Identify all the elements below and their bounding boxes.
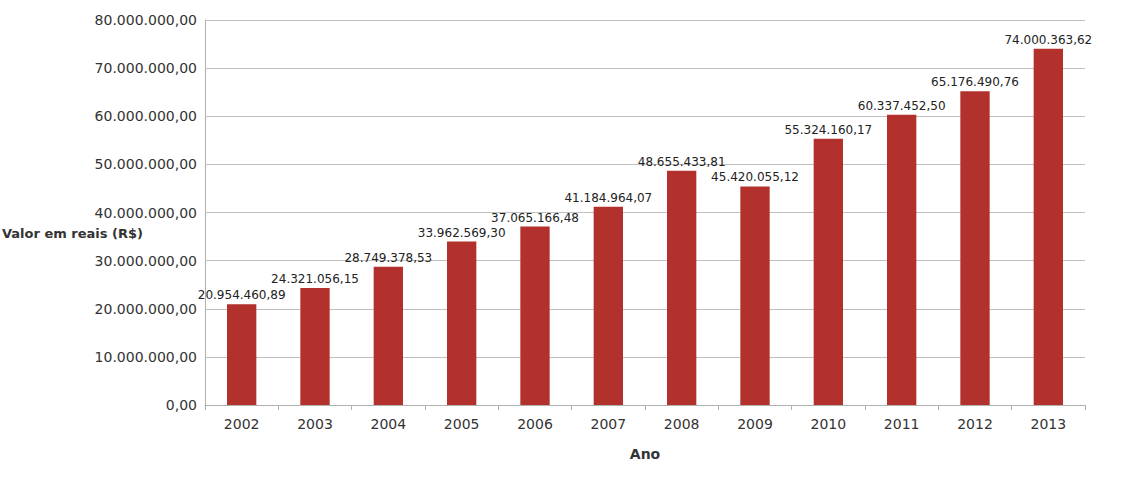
svg-text:41.184.964,07: 41.184.964,07 [564, 191, 652, 205]
svg-text:2013: 2013 [1031, 416, 1067, 432]
svg-text:24.321.056,15: 24.321.056,15 [271, 272, 359, 286]
svg-text:2004: 2004 [371, 416, 407, 432]
svg-text:2002: 2002 [224, 416, 260, 432]
svg-text:48.655.433,81: 48.655.433,81 [638, 155, 726, 169]
svg-text:55.324.160,17: 55.324.160,17 [784, 123, 872, 137]
svg-text:10.000.000,00: 10.000.000,00 [95, 349, 197, 365]
svg-text:70.000.000,00: 70.000.000,00 [95, 60, 197, 76]
svg-text:45.420.055,12: 45.420.055,12 [711, 170, 799, 184]
svg-text:2006: 2006 [517, 416, 553, 432]
svg-text:2010: 2010 [811, 416, 847, 432]
svg-text:50.000.000,00: 50.000.000,00 [95, 156, 197, 172]
svg-text:37.065.166,48: 37.065.166,48 [491, 211, 579, 225]
svg-text:74.000.363,62: 74.000.363,62 [1004, 33, 1092, 47]
svg-text:40.000.000,00: 40.000.000,00 [95, 205, 197, 221]
svg-text:80.000.000,00: 80.000.000,00 [95, 12, 197, 28]
svg-text:60.000.000,00: 60.000.000,00 [95, 108, 197, 124]
svg-text:60.337.452,50: 60.337.452,50 [858, 99, 946, 113]
svg-text:20.954.460,89: 20.954.460,89 [198, 288, 286, 302]
svg-text:2005: 2005 [444, 416, 480, 432]
svg-text:2011: 2011 [884, 416, 920, 432]
svg-text:0,00: 0,00 [166, 397, 197, 413]
svg-text:33.962.569,30: 33.962.569,30 [418, 226, 506, 240]
svg-text:2012: 2012 [957, 416, 993, 432]
svg-text:20.000.000,00: 20.000.000,00 [95, 301, 197, 317]
svg-text:2009: 2009 [737, 416, 773, 432]
svg-text:Ano: Ano [630, 446, 661, 462]
svg-text:2008: 2008 [664, 416, 700, 432]
svg-text:Valor em reais (R$): Valor em reais (R$) [2, 226, 143, 241]
svg-text:30.000.000,00: 30.000.000,00 [95, 253, 197, 269]
svg-text:65.176.490,76: 65.176.490,76 [931, 75, 1019, 89]
svg-text:2007: 2007 [591, 416, 627, 432]
svg-text:28.749.378,53: 28.749.378,53 [344, 251, 432, 265]
svg-text:2003: 2003 [297, 416, 333, 432]
